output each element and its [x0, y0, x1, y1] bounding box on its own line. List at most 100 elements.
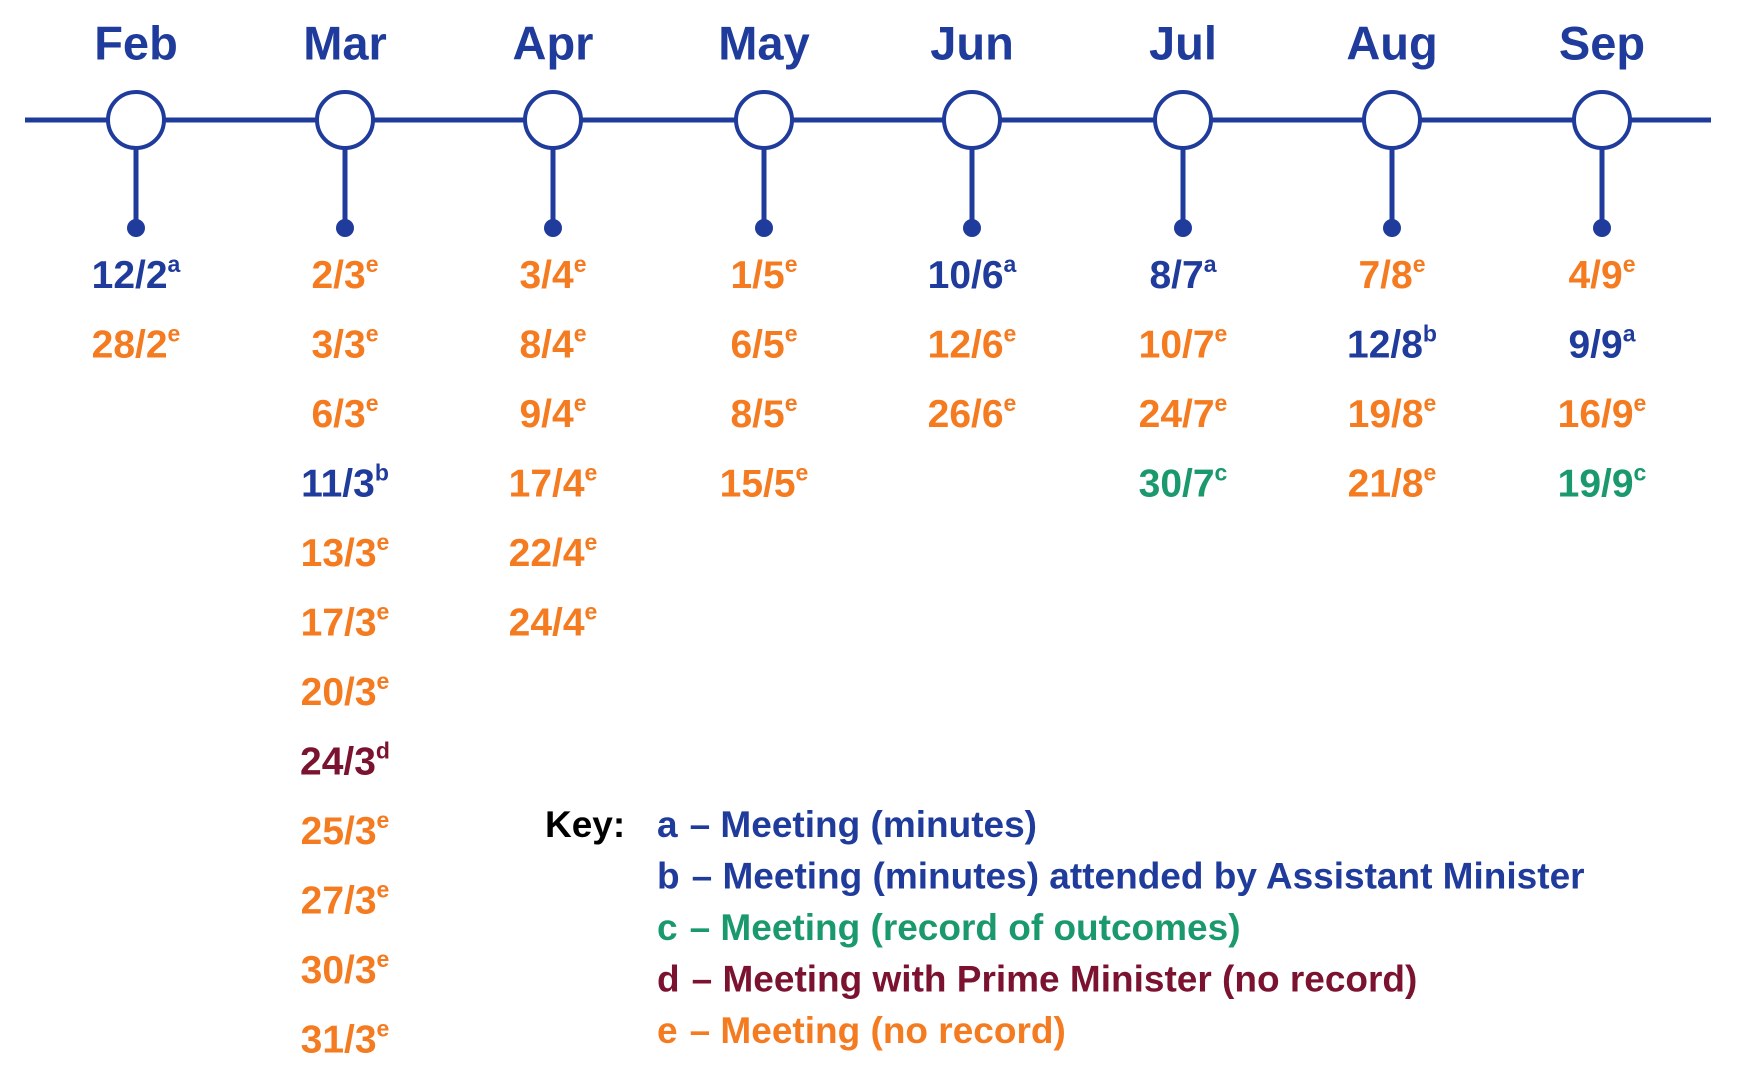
note-letter: e [366, 321, 379, 347]
meeting-date: 6/3e [311, 390, 378, 436]
note-letter: e [1004, 390, 1017, 416]
meeting-date: 27/3e [301, 877, 390, 923]
note-letter: e [1215, 390, 1228, 416]
note-letter: c [1634, 460, 1647, 486]
date: 24/7 [1139, 393, 1215, 436]
meeting-date: 26/6e [928, 390, 1017, 436]
note-letter: e [377, 1016, 390, 1042]
note-letter: e [1413, 251, 1426, 277]
month-label: Feb [94, 16, 178, 69]
note-letter: e [1634, 390, 1647, 416]
note-letter: b [1423, 321, 1437, 347]
date: 25/3 [301, 810, 377, 853]
month-label: Mar [303, 16, 387, 69]
note-letter: e [585, 460, 598, 486]
date: 10/7 [1139, 324, 1215, 367]
month-node [1572, 90, 1632, 150]
note-letter: e [1424, 460, 1437, 486]
meeting-date: 9/9a [1568, 321, 1635, 367]
date: 22/4 [509, 532, 585, 575]
date: 6/5 [730, 324, 784, 367]
note-letter: e [785, 251, 798, 277]
stem-dot [1593, 219, 1611, 237]
key-text: – Meeting (record of outcomes) [690, 907, 1241, 948]
note-letter: e [1215, 321, 1228, 347]
meeting-date: 21/8e [1348, 460, 1437, 506]
meeting-date: 24/4e [509, 599, 598, 645]
meeting-date: 17/3e [301, 599, 390, 645]
date: 31/3 [301, 1019, 377, 1062]
date: 1/5 [730, 254, 784, 297]
stem-dot [1174, 219, 1192, 237]
meeting-date: 30/3e [301, 946, 390, 992]
date: 3/3 [311, 324, 365, 367]
date: 8/7 [1149, 254, 1203, 297]
date: 12/2 [92, 254, 168, 297]
date: 16/9 [1558, 393, 1634, 436]
key-text: – Meeting with Prime Minister (no record… [692, 958, 1418, 999]
note-letter: e [585, 599, 598, 625]
date: 6/3 [311, 393, 365, 436]
month-node [1362, 90, 1422, 150]
note-letter: e [574, 321, 587, 347]
stem-dot [1383, 219, 1401, 237]
meeting-date: 24/3d [300, 738, 390, 784]
meeting-date: 7/8e [1358, 251, 1425, 297]
date: 8/4 [519, 324, 574, 367]
note-letter: e [366, 390, 379, 416]
key-item: b – Meeting (minutes) attended by Assista… [657, 855, 1585, 896]
month-label: Apr [513, 16, 594, 69]
date: 21/8 [1348, 463, 1424, 506]
meeting-date: 16/9e [1558, 390, 1647, 436]
note-letter: a [168, 251, 181, 277]
meeting-date: 30/7c [1139, 460, 1228, 506]
stem-dot [336, 219, 354, 237]
note-letter: e [377, 877, 390, 903]
note-letter: e [1623, 251, 1636, 277]
meeting-date: 3/3e [311, 321, 378, 367]
date: 24/4 [509, 602, 585, 645]
date: 15/5 [720, 463, 796, 506]
stem-dot [544, 219, 562, 237]
date: 28/2 [92, 324, 168, 367]
meeting-date: 8/7a [1149, 251, 1216, 297]
meeting-date: 13/3e [301, 529, 390, 575]
note-letter: e [585, 529, 598, 555]
note-letter: d [376, 738, 390, 764]
key-letter: a [657, 804, 678, 845]
key-text: – Meeting (minutes) [690, 804, 1037, 845]
month-label: Jul [1149, 16, 1217, 69]
key-label: Key: [545, 804, 625, 845]
month-label: Sep [1559, 16, 1645, 69]
month-node [106, 90, 166, 150]
note-letter: e [168, 321, 181, 347]
month-node [315, 90, 375, 150]
date: 20/3 [301, 671, 377, 714]
month-label: May [718, 16, 809, 69]
meeting-date: 12/8b [1347, 321, 1437, 367]
meeting-date: 10/6a [928, 251, 1017, 297]
date: 2/3 [311, 254, 365, 297]
meeting-date: 8/5e [730, 390, 797, 436]
note-letter: e [785, 321, 798, 347]
meeting-date: 19/9c [1558, 460, 1647, 506]
key-item: c – Meeting (record of outcomes) [657, 907, 1241, 948]
meeting-date: 1/5e [730, 251, 797, 297]
note-letter: c [1215, 460, 1228, 486]
date: 27/3 [301, 880, 377, 923]
note-letter: a [1623, 321, 1636, 347]
note-letter: e [796, 460, 809, 486]
date: 12/8 [1347, 324, 1423, 367]
meeting-date: 10/7e [1139, 321, 1228, 367]
key-letter: b [657, 855, 680, 896]
month-label: Aug [1346, 16, 1437, 69]
meeting-date: 17/4e [509, 460, 598, 506]
month-node [523, 90, 583, 150]
date: 19/8 [1348, 393, 1424, 436]
date: 26/6 [928, 393, 1004, 436]
month-label: Jun [930, 16, 1014, 69]
meeting-date: 2/3e [311, 251, 378, 297]
stem-dot [127, 219, 145, 237]
note-letter: e [377, 946, 390, 972]
